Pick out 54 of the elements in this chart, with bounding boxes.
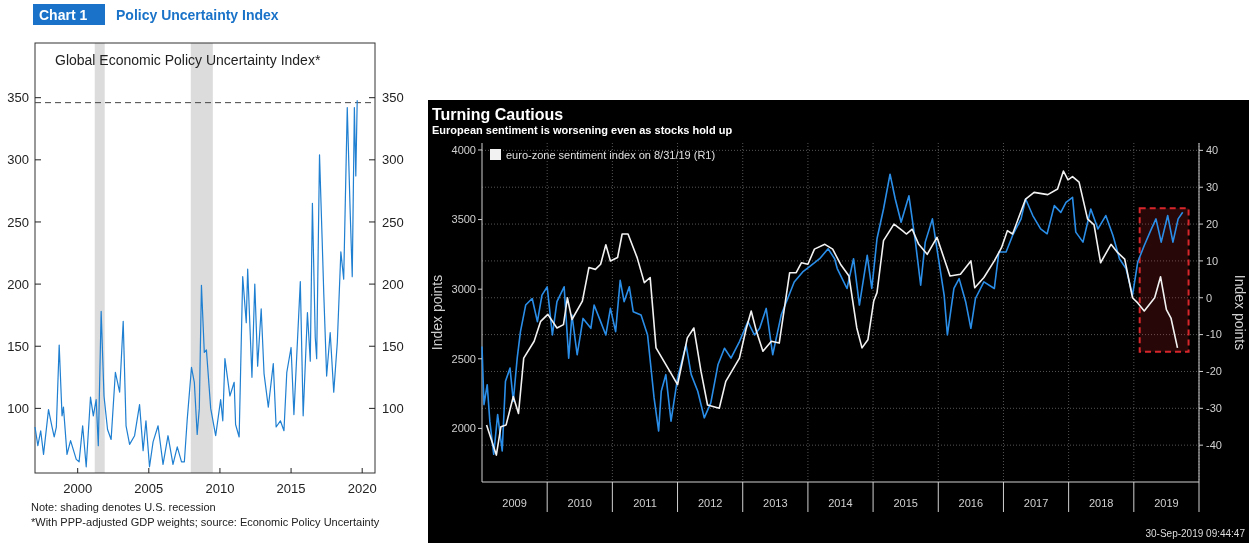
y-tick-label: 150 — [7, 338, 29, 354]
y-tick-label: 200 — [7, 276, 29, 292]
text: 30-Sep-2019 09:44:47 — [1145, 528, 1246, 539]
y2-tick-label: -20 — [1206, 365, 1222, 378]
x-tick-label: 2000 — [63, 481, 93, 496]
x-tick-label: 2013 — [763, 497, 788, 509]
x-tick-label: 2016 — [958, 497, 984, 509]
x-tick-label: 2012 — [697, 497, 723, 509]
chart-title: Turning Cautious — [432, 106, 564, 123]
y-tick-label: 2500 — [451, 352, 476, 365]
y2-tick-label: 40 — [1206, 144, 1219, 157]
legend-label: euro-zone sentiment index on 8/31/19 (R1) — [506, 148, 716, 161]
y2-tick-label: 20 — [1206, 217, 1219, 230]
y-axis-title: Index points — [429, 274, 445, 351]
y2-tick-label: 300 — [382, 152, 404, 168]
x-tick-label: 2019 — [1154, 497, 1179, 509]
text: Global Economic Policy Uncertainty Index* — [55, 52, 321, 68]
x-tick-label: 2011 — [633, 497, 657, 509]
y2-tick-label: 250 — [382, 214, 404, 230]
line-series — [34, 99, 358, 468]
y2-tick-label: 0 — [1206, 291, 1213, 304]
x-tick-label: 2015 — [893, 497, 918, 509]
y2-tick-label: 30 — [1206, 181, 1219, 194]
y-tick-label: 350 — [7, 90, 29, 106]
caption: Chart 1 — [39, 7, 88, 23]
x-tick-label: 2020 — [347, 481, 377, 496]
y2-tick-label: 200 — [382, 276, 404, 292]
y2-tick-label: -40 — [1206, 439, 1222, 451]
y2-tick-label: 10 — [1206, 254, 1219, 267]
y2-tick-label: 350 — [382, 90, 404, 106]
x-tick-label: 2005 — [134, 481, 164, 496]
y-tick-label: 300 — [7, 152, 29, 168]
y2-axis-title: Index points — [1232, 274, 1248, 351]
y2-tick-label: -30 — [1206, 402, 1222, 415]
text: *With PPP-adjusted GDP weights; source: Economic Policy Uncertainty — [31, 516, 380, 528]
text: Note: shading denotes U.S. recession — [31, 501, 216, 513]
y2-tick-label: 100 — [382, 400, 404, 416]
y-tick-label: 2000 — [451, 422, 476, 435]
x-tick-label: 2015 — [276, 481, 306, 496]
x-tick-label: 2017 — [1023, 497, 1049, 509]
y-tick-label: 100 — [7, 400, 29, 416]
x-tick-label: 2010 — [205, 481, 235, 496]
x-tick-label: 2010 — [567, 497, 593, 509]
y-tick-label: 4000 — [451, 143, 476, 156]
x-tick-label: 2014 — [828, 497, 853, 509]
x-tick-label: 2018 — [1088, 497, 1114, 509]
x-tick-label: 2009 — [502, 497, 527, 509]
chart-subtitle: European sentiment is worsening even as stocks hold up — [432, 124, 733, 136]
y2-tick-label: 150 — [382, 338, 404, 354]
y-tick-label: 3000 — [451, 283, 476, 296]
y-tick-label: 3500 — [451, 213, 476, 226]
chart-title: Policy Uncertainty Index — [116, 7, 279, 23]
y2-tick-label: -10 — [1206, 328, 1222, 341]
y-tick-label: 250 — [7, 214, 29, 230]
